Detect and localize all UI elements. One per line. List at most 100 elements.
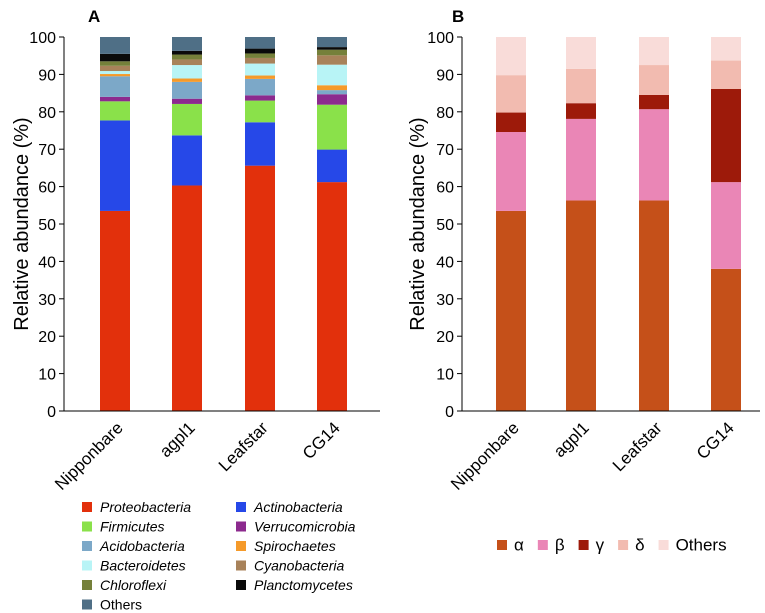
y-axis-title: Relative abundance (%) <box>11 117 33 330</box>
legend-label: Others <box>100 597 142 613</box>
legend: α β γ δ Others <box>497 536 727 555</box>
bar-segment-cg14-beta <box>711 182 741 269</box>
legend-item-bacteroidetes: Bacteroidetes <box>82 558 186 574</box>
legend-label: Cyanobacteria <box>254 558 344 574</box>
bar-segment-cg14-gamma <box>711 88 741 183</box>
chart-panel-a: A 0 10 20 30 40 50 60 70 80 90 100 Relative abundanc… <box>11 7 380 613</box>
panel-label: A <box>88 7 100 26</box>
legend-item-gamma: γ <box>578 536 605 555</box>
bar-segment-leafstar-bacteroidetes <box>245 63 275 76</box>
bar-segment-cg14-spirochaetes <box>317 85 347 91</box>
bar-segment-cg14-proteobacteria <box>317 182 347 411</box>
legend-label: γ <box>596 536 605 555</box>
bar-segment-nipponbare-proteobacteria <box>100 210 130 411</box>
y-tick-label: 30 <box>38 292 56 309</box>
bar-segment-agpl1-cyanobacteria <box>172 59 202 66</box>
category-label-agpl1: agpl1 <box>156 418 199 461</box>
legend-swatch <box>497 540 507 550</box>
legend-item-verrucomicrobia: Verrucomicrobia <box>236 519 356 535</box>
legend-item-others: Others <box>82 597 142 613</box>
y-tick-label: 50 <box>38 217 56 234</box>
bar-segment-leafstar-others <box>245 37 275 49</box>
bar-segment-cg14-bacteroidetes <box>317 64 347 86</box>
bar-segment-cg14-others <box>711 37 741 61</box>
bar-segment-leafstar-chloroflexi <box>245 53 275 58</box>
legend-label: Chloroflexi <box>100 577 167 593</box>
legend-item-planctomycetes: Planctomycetes <box>236 577 353 593</box>
bar-segment-agpl1-bacteroidetes <box>172 65 202 79</box>
y-tick-label: 80 <box>436 105 454 122</box>
bar-segment-agpl1-spirochaetes <box>172 78 202 82</box>
legend-swatch <box>236 580 246 590</box>
bar-segment-cg14-chloroflexi <box>317 49 347 56</box>
legend-swatch <box>236 560 246 571</box>
legend-label: Actinobacteria <box>253 499 343 515</box>
legend-swatch <box>658 540 669 550</box>
bar-segment-nipponbare-planctomycetes <box>100 53 130 62</box>
legend-item-acidobacteria: Acidobacteria <box>82 538 185 554</box>
legend-item-actinobacteria: Actinobacteria <box>236 499 343 515</box>
bar-segment-nipponbare-acidobacteria <box>100 76 130 97</box>
legend-item-proteobacteria: Proteobacteria <box>82 499 191 515</box>
bar-segment-leafstar-gamma <box>639 94 669 110</box>
bar-segment-nipponbare-delta <box>496 75 526 113</box>
y-tick-label: 60 <box>436 180 454 197</box>
legend-swatch <box>82 599 92 610</box>
bar-segment-agpl1-gamma <box>566 103 596 119</box>
legend-item-beta: β <box>537 536 565 555</box>
bar-segment-nipponbare-alpha <box>496 210 526 411</box>
bar-segment-cg14-planctomycetes <box>317 47 347 50</box>
legend-item-chloroflexi: Chloroflexi <box>82 577 167 593</box>
legend-swatch <box>578 540 589 550</box>
y-tick-label: 10 <box>38 367 56 384</box>
bar-segment-leafstar-proteobacteria <box>245 165 275 411</box>
bar-segment-agpl1-firmicutes <box>172 103 202 136</box>
bar-segment-nipponbare-others <box>496 37 526 76</box>
bar-segment-nipponbare-bacteroidetes <box>100 71 130 75</box>
bar-segment-cg14-acidobacteria <box>317 90 347 95</box>
bar-segment-leafstar-delta <box>639 65 669 95</box>
y-axis-title: Relative abundance (%) <box>407 117 429 330</box>
bar-segment-leafstar-firmicutes <box>245 100 275 123</box>
bar-segment-nipponbare-verrucomicrobia <box>100 96 130 102</box>
bar-segment-agpl1-planctomycetes <box>172 50 202 55</box>
legend-item-others: Others <box>658 536 727 555</box>
y-tick-label: 60 <box>38 180 56 197</box>
legend-item-alpha: α <box>497 536 524 555</box>
legend-label: Bacteroidetes <box>100 558 186 574</box>
bar-segment-agpl1-proteobacteria <box>172 185 202 411</box>
legend-label: Others <box>676 536 727 555</box>
bar-segment-agpl1-beta <box>566 118 596 201</box>
legend-item-spirochaetes: Spirochaetes <box>236 538 336 554</box>
bar-segment-nipponbare-others <box>100 37 130 54</box>
y-tick-label: 40 <box>436 254 454 271</box>
bar-segment-nipponbare-actinobacteria <box>100 120 130 211</box>
y-tick-label: 90 <box>38 67 56 84</box>
legend-item-cyanobacteria: Cyanobacteria <box>236 558 344 574</box>
bar-segment-nipponbare-firmicutes <box>100 101 130 121</box>
y-tick-label: 70 <box>436 142 454 159</box>
bar-segment-cg14-delta <box>711 60 741 89</box>
bar-segment-leafstar-planctomycetes <box>245 48 275 54</box>
bar-segment-agpl1-verrucomicrobia <box>172 98 202 104</box>
legend-swatch <box>82 580 92 590</box>
legend-swatch <box>236 502 246 512</box>
category-label-cg14: CG14 <box>693 418 738 463</box>
category-label-leafstar: Leafstar <box>609 418 666 475</box>
bar-segment-nipponbare-chloroflexi <box>100 61 130 66</box>
bar-segment-leafstar-spirochaetes <box>245 75 275 79</box>
y-tick-label: 0 <box>445 404 454 421</box>
chart-panel-b: B 0 10 20 30 40 50 60 70 80 90 100 Relative abundanc… <box>407 7 760 555</box>
legend-label: β <box>555 536 565 555</box>
y-tick-label: 90 <box>436 67 454 84</box>
legend-swatch <box>82 560 92 571</box>
bar-segment-nipponbare-gamma <box>496 112 526 132</box>
y-tick-label: 30 <box>436 292 454 309</box>
bar-segment-leafstar-others <box>639 37 669 66</box>
y-tick-label: 0 <box>47 404 56 421</box>
category-label-nipponbare: Nipponbare <box>447 418 523 494</box>
legend-swatch <box>82 521 92 532</box>
bar-segment-leafstar-alpha <box>639 200 669 411</box>
bar-segment-cg14-firmicutes <box>317 104 347 150</box>
